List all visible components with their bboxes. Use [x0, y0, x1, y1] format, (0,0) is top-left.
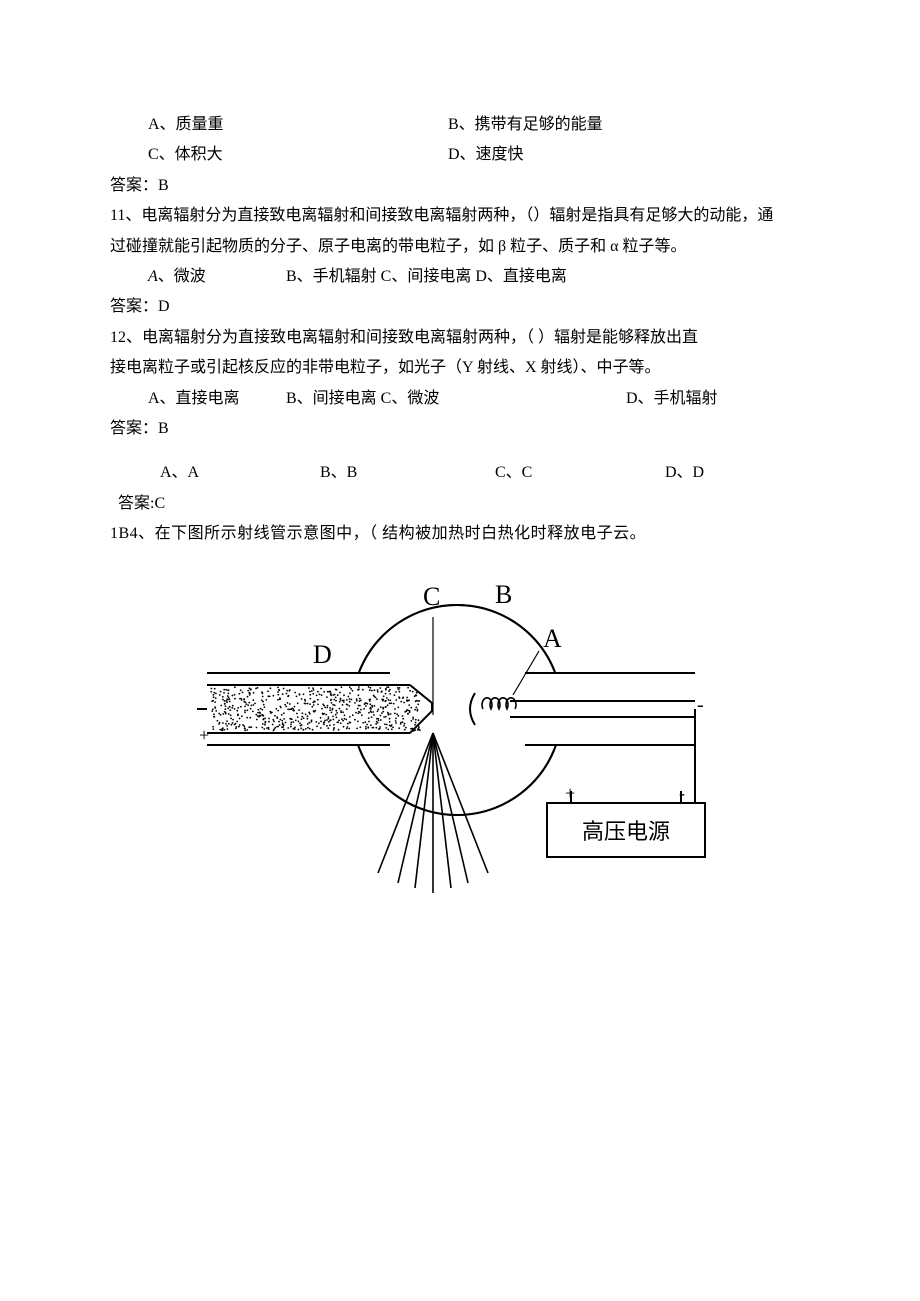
q12-options: A、直接电离 B、间接电离 C、微波 D、手机辐射	[110, 384, 810, 414]
q11-optA: A、微波	[148, 262, 286, 292]
q13-optA: A、A	[160, 458, 320, 488]
q10-optB: B、携带有足够的能量	[448, 110, 603, 140]
q11-optBCD: B、手机辐射 C、间接电离 D、直接电离	[286, 262, 567, 292]
q11-optA-rest: 、微波	[158, 268, 206, 285]
q11-answer: 答案：D	[110, 292, 810, 322]
q10-answer: 答案：B	[110, 171, 810, 201]
svg-text:-: -	[697, 694, 704, 716]
q10-optD: D、速度快	[448, 140, 524, 170]
q13-optB: B、B	[320, 458, 495, 488]
q13-options: A、A B、B C、C D、D	[110, 458, 810, 488]
q12-optBC: B、间接电离 C、微波	[286, 384, 626, 414]
q13-optC: C、C	[495, 458, 665, 488]
q12-stem-line1: 12、电离辐射分为直接致电离辐射和间接致电离辐射两种，（ ）辐射是能够释放出直	[110, 323, 810, 353]
q10-options-row2: C、体积大 D、速度快	[110, 140, 810, 170]
q12-stem-line2: 接电离粒子或引起核反应的非带电粒子，如光子（Y 射线、X 射线）、中子等。	[110, 353, 810, 383]
svg-text:高压电源: 高压电源	[582, 819, 670, 844]
q11-stem-line2: 过碰撞就能引起物质的分子、原子电离的带电粒子，如 β 粒子、质子和 α 粒子等。	[110, 232, 810, 262]
svg-text:A: A	[543, 624, 562, 653]
q10-optC: C、体积大	[148, 140, 448, 170]
q12-answer: 答案：B	[110, 414, 810, 444]
page-content: A、质量重 B、携带有足够的能量 C、体积大 D、速度快 答案：B 11、电离辐…	[0, 0, 920, 905]
q11-options: A、微波 B、手机辐射 C、间接电离 D、直接电离	[110, 262, 810, 292]
svg-text:+: +	[199, 725, 209, 745]
q12-optD: D、手机辐射	[626, 384, 718, 414]
q10-options-row1: A、质量重 B、携带有足够的能量	[110, 110, 810, 140]
q10-optA: A、质量重	[148, 110, 448, 140]
svg-text:B: B	[495, 580, 512, 609]
q14-stem: 1B4、在下图所示射线管示意图中，（ 结构被加热时白热化时释放电子云。	[110, 519, 810, 549]
q12-optA: A、直接电离	[148, 384, 286, 414]
xray-tube-figure: +-+-高压电源ABCD	[110, 555, 810, 905]
q13-answer: 答案:C	[110, 489, 810, 519]
q11-optA-prefix: A	[148, 268, 158, 285]
svg-text:C: C	[423, 582, 440, 611]
xray-tube-svg: +-+-高压电源ABCD	[195, 555, 725, 905]
q13-optD: D、D	[665, 458, 704, 488]
spacer	[110, 444, 810, 458]
svg-text:D: D	[313, 640, 332, 669]
q11-stem-line1: 11、电离辐射分为直接致电离辐射和间接致电离辐射两种，（）辐射是指具有足够大的动…	[110, 201, 810, 231]
